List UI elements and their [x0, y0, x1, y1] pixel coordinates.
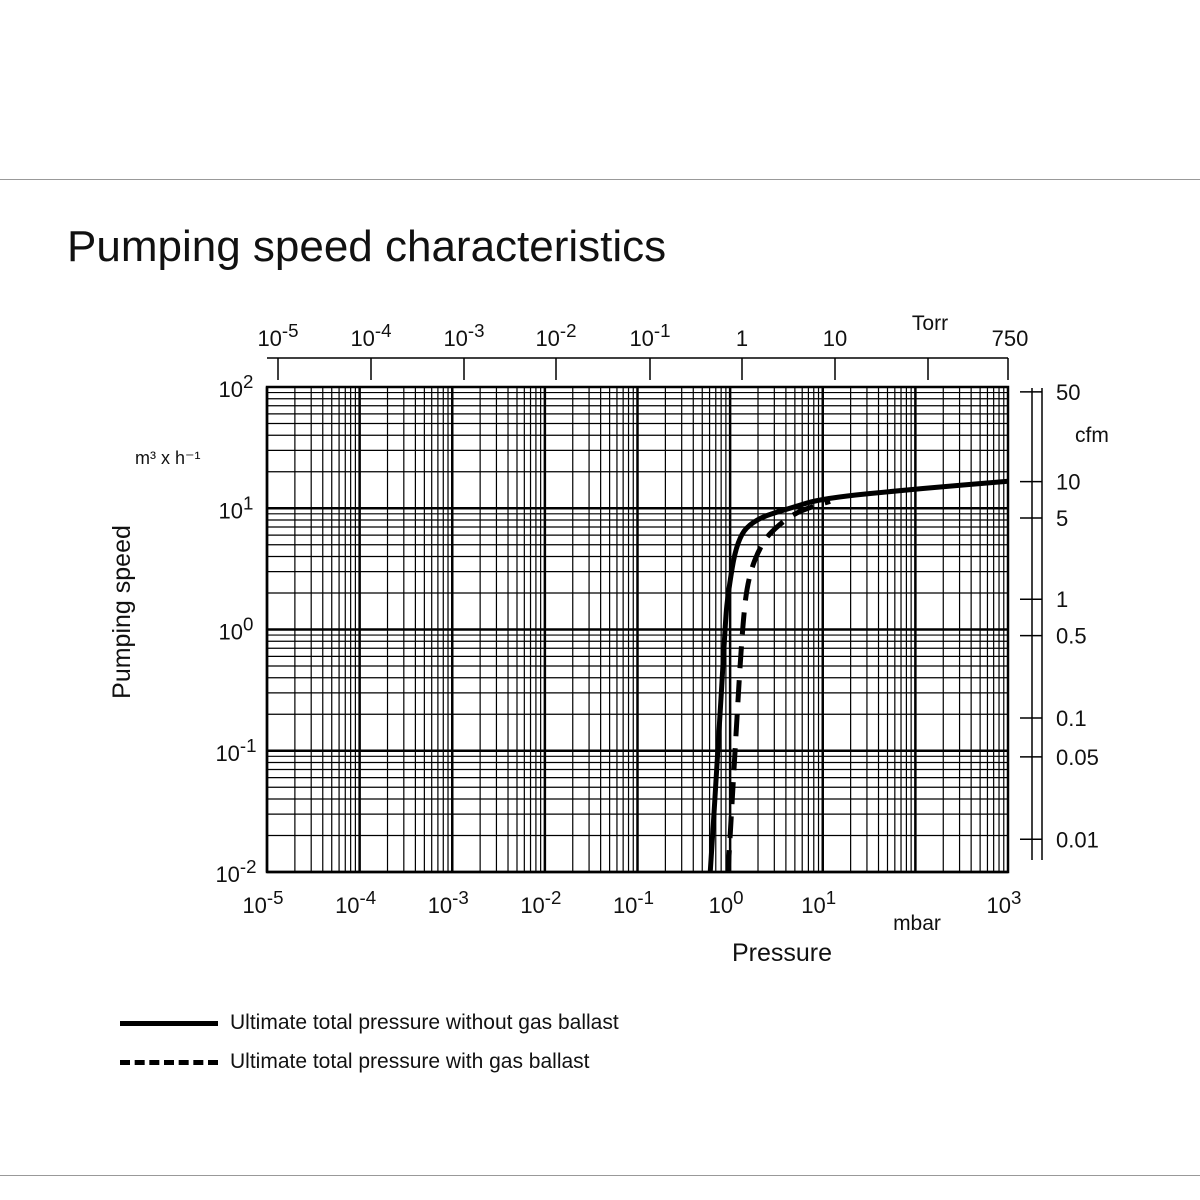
legend-label: Ultimate total pressure without gas ball… [230, 1011, 619, 1034]
right-tick-label: 5 [1056, 506, 1068, 531]
top-tick-label: 10-3 [443, 320, 484, 351]
legend-solid-swatch [120, 1020, 218, 1026]
bottom-divider [0, 1175, 1200, 1176]
x-unit-label: mbar [893, 912, 941, 935]
x-tick-label: 103 [987, 887, 1022, 918]
x-tick-label: 10-4 [335, 887, 376, 918]
top-tick-label: 750 [992, 326, 1029, 351]
top-tick-label: 10 [823, 326, 847, 351]
legend-label: Ultimate total pressure with gas ballast [230, 1050, 590, 1073]
plot-frame [265, 385, 1010, 874]
x-tick-label: 10-1 [613, 887, 654, 918]
y-tick-label: 102 [219, 371, 254, 402]
legend-item-dashed: Ultimate total pressure with gas ballast [120, 1050, 590, 1074]
chart-title: Pumping speed characteristics [67, 222, 667, 271]
right-tick-label: 0.01 [1056, 827, 1099, 852]
top-tick-label: 10-1 [629, 320, 670, 351]
top-tick-label: 10-4 [350, 320, 391, 351]
x-tick-label: 10-5 [242, 887, 283, 918]
legend-item-solid: Ultimate total pressure without gas ball… [120, 1011, 619, 1035]
y-tick-label: 100 [219, 614, 254, 645]
top-tick-label: 10-2 [535, 320, 576, 351]
right-tick-label: 1 [1056, 587, 1068, 612]
top-axis-unit: Torr [912, 312, 948, 335]
right-tick-label: 10 [1056, 470, 1080, 495]
top-tick-label: 10-5 [257, 320, 298, 351]
top-tick-label: 1 [736, 326, 748, 351]
x-tick-label: 10-3 [428, 887, 469, 918]
right-tick-label: 0.05 [1056, 745, 1099, 770]
right-tick-label: 0.5 [1056, 624, 1087, 649]
right-axis-unit: cfm [1075, 424, 1109, 447]
x-tick-label: 100 [709, 887, 744, 918]
x-tick-label: 101 [801, 887, 836, 918]
x-axis-title: Pressure [732, 939, 832, 967]
legend-dashed-swatch [120, 1059, 218, 1065]
right-tick-label: 50 [1056, 380, 1080, 405]
x-tick-label: 10-2 [520, 887, 561, 918]
series-line-with-gas-ballast [725, 498, 831, 873]
y-tick-label: 10-2 [215, 856, 256, 887]
y-axis-title: Pumping speed [108, 525, 136, 699]
right-tick-label: 0.1 [1056, 706, 1087, 731]
series-line-without-gas-ballast [707, 478, 1009, 873]
y-tick-label: 101 [219, 492, 254, 523]
top-divider [0, 179, 1200, 180]
y-tick-label: 10-1 [215, 735, 256, 766]
y-unit-label: m³ x h⁻¹ [135, 448, 201, 468]
